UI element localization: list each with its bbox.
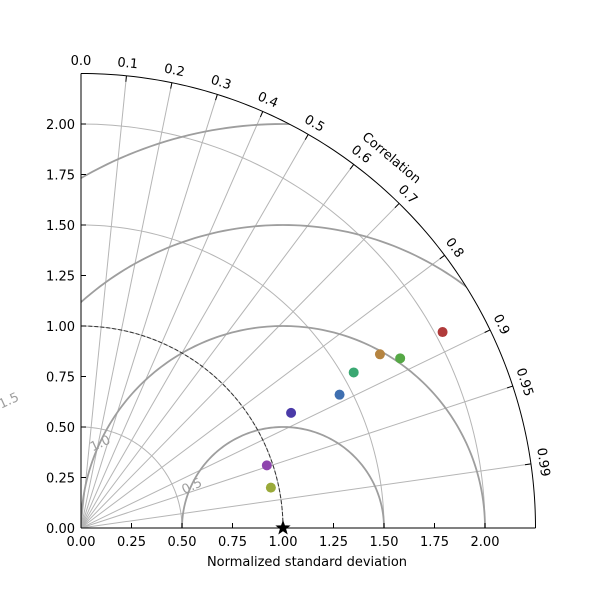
x-tick-label: 1.50 — [370, 535, 399, 550]
y-tick-label: 1.25 — [46, 270, 75, 285]
y-tick-label: 0.00 — [46, 522, 75, 537]
correlation-ray — [81, 134, 309, 528]
x-tick-label: 0.00 — [67, 535, 96, 550]
y-tick-label: 0.50 — [46, 421, 75, 436]
correlation-tick — [215, 94, 218, 101]
data-point — [395, 353, 406, 364]
correlation-tick-label: 0.1 — [117, 55, 139, 72]
plot-area — [81, 75, 536, 528]
data-point — [437, 327, 448, 338]
correlation-tick-label: 0.4 — [255, 89, 280, 111]
x-axis-label: Normalized standard deviation — [207, 555, 407, 570]
x-tick-label: 1.25 — [319, 535, 348, 550]
correlation-ray — [81, 75, 127, 528]
correlation-tick — [484, 329, 491, 333]
data-point — [334, 389, 345, 400]
correlation-ray — [81, 385, 513, 528]
correlation-ray — [81, 254, 445, 528]
rms-contour-label: 1.0 — [88, 433, 113, 455]
x-tick-label: 0.50 — [168, 535, 197, 550]
correlation-tick-label: 0.3 — [209, 73, 233, 94]
correlation-tick — [506, 385, 513, 389]
correlation-tick — [259, 111, 264, 118]
y-tick-label: 1.75 — [46, 169, 75, 184]
correlation-tick — [394, 203, 400, 209]
correlation-ray — [81, 94, 218, 528]
data-point — [265, 482, 276, 493]
correlation-tick — [125, 75, 127, 82]
reference-std-arc — [81, 325, 284, 528]
x-tick-label: 0.75 — [218, 535, 247, 550]
x-tick-label: 0.25 — [117, 535, 146, 550]
correlation-ray — [81, 329, 491, 528]
correlation-ray — [81, 203, 400, 528]
correlation-ray — [81, 463, 532, 528]
reference-star-marker — [275, 520, 291, 535]
rms-contour — [81, 123, 536, 528]
data-point — [286, 407, 297, 418]
correlation-tick-label: 0.99 — [533, 447, 552, 478]
correlation-ray — [81, 82, 173, 528]
std-grid-arc — [81, 224, 385, 528]
y-tick-label: 1.50 — [46, 219, 75, 234]
correlation-tick-label: 0.2 — [163, 61, 186, 80]
plot-frame — [80, 73, 536, 529]
rms-contour — [181, 426, 385, 528]
rms-contour-label: 1.5 — [0, 390, 22, 412]
correlation-tick-label: 0.0 — [71, 54, 92, 69]
y-tick-label: 2.00 — [46, 118, 75, 133]
rms-contour — [81, 325, 486, 528]
x-tick-label: 1.00 — [269, 535, 298, 550]
y-tick-label: 0.75 — [46, 371, 75, 386]
rms-contour — [81, 224, 536, 528]
x-tick-label: 1.75 — [420, 535, 449, 550]
data-point — [261, 460, 272, 471]
correlation-ray — [81, 111, 264, 528]
std-grid-arc — [81, 123, 486, 528]
correlation-tick — [439, 254, 445, 260]
data-point — [348, 367, 359, 378]
correlation-tick — [304, 134, 309, 140]
correlation-ray — [81, 164, 355, 528]
correlation-tick-label: 0.95 — [513, 366, 536, 398]
correlation-tick-label: 0.9 — [490, 312, 513, 337]
data-points — [261, 327, 448, 535]
correlation-tick — [170, 82, 173, 89]
outer-arc — [80, 73, 536, 529]
correlation-tick — [349, 164, 355, 170]
y-tick-label: 0.25 — [46, 472, 75, 487]
data-point — [374, 349, 385, 360]
correlation-tick — [524, 463, 532, 466]
y-tick-label: 1.00 — [46, 320, 75, 335]
x-tick-label: 2.00 — [471, 535, 500, 550]
